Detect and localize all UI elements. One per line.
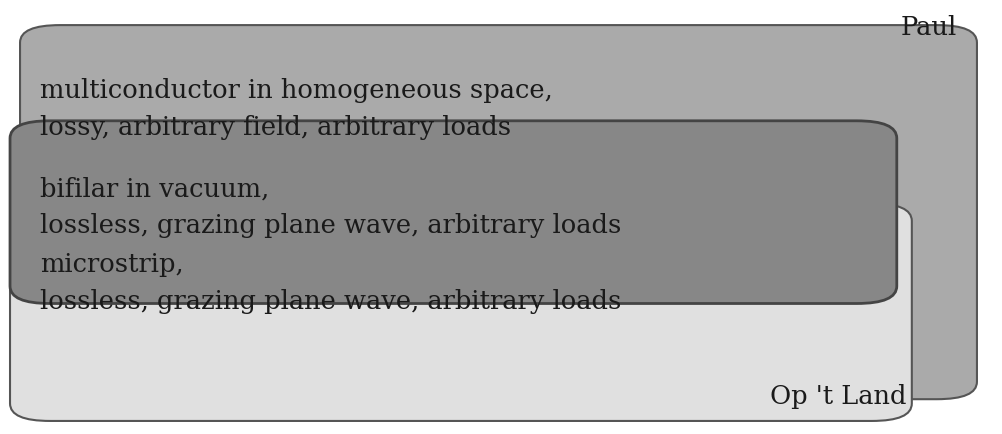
Text: Op 't Land: Op 't Land <box>771 383 907 408</box>
Text: microstrip,
lossless, grazing plane wave, arbitrary loads: microstrip, lossless, grazing plane wave… <box>40 252 621 314</box>
FancyBboxPatch shape <box>10 122 897 304</box>
Text: multiconductor in homogeneous space,
lossy, arbitrary field, arbitrary loads: multiconductor in homogeneous space, los… <box>40 78 553 140</box>
FancyBboxPatch shape <box>20 26 977 399</box>
FancyBboxPatch shape <box>10 204 912 421</box>
Text: bifilar in vacuum,
lossless, grazing plane wave, arbitrary loads: bifilar in vacuum, lossless, grazing pla… <box>40 176 621 238</box>
Text: Paul: Paul <box>901 15 957 40</box>
